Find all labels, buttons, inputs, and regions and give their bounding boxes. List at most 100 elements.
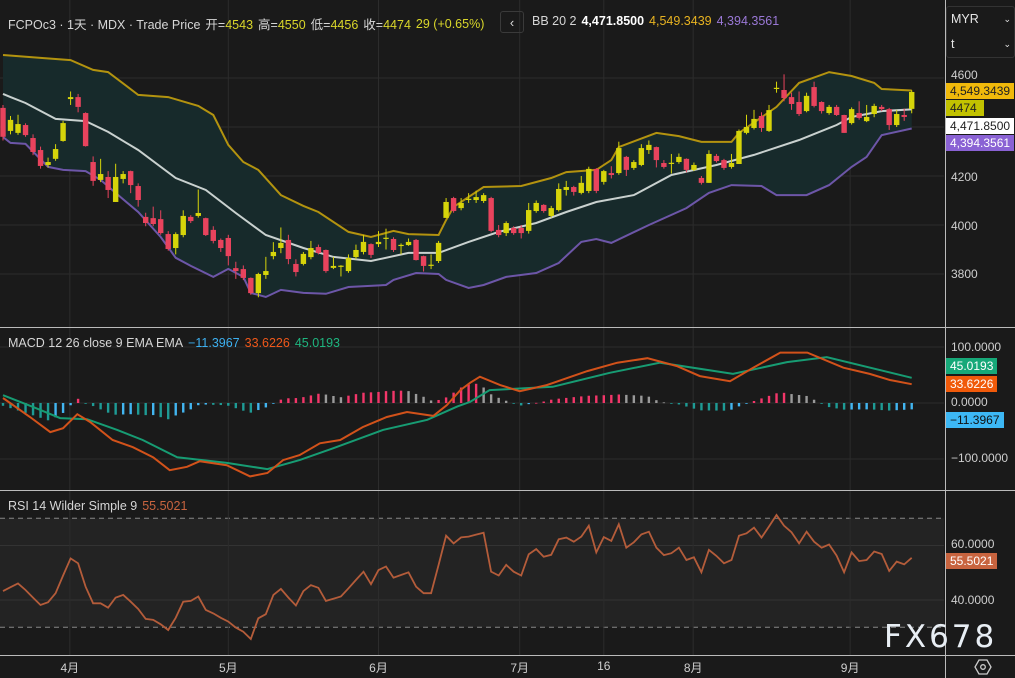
macd-histogram-bar [332, 395, 335, 403]
candle-body [526, 210, 532, 231]
chevron-down-icon: ⌄ [1003, 38, 1011, 49]
candle-body [465, 198, 472, 200]
candle-body [510, 227, 517, 234]
price-tick: 4200 [951, 170, 978, 184]
price-tick: 4600 [951, 68, 978, 82]
macd-histogram-bar [219, 403, 222, 406]
candle-body [878, 106, 885, 110]
price-tick: 4000 [951, 219, 978, 233]
candle-body [0, 107, 6, 137]
macd-histogram-bar [212, 403, 215, 405]
candle-body [353, 249, 359, 258]
macd-histogram-bar [692, 403, 696, 409]
candle-body [443, 201, 449, 218]
macd-histogram-bar [121, 403, 125, 415]
bollinger-band-fill [3, 54, 912, 298]
macd-histogram-bar [655, 400, 658, 403]
macd-histogram-bar [46, 403, 50, 421]
candle-body [548, 208, 554, 216]
macd-histogram-bar [872, 403, 876, 410]
macd-tick: 0.0000 [951, 395, 988, 409]
candle-body [368, 244, 374, 255]
hexagon-gear-icon[interactable] [974, 659, 992, 675]
macd-histogram-bar [287, 398, 290, 403]
candle-body [345, 258, 352, 272]
macd-histogram-bar [797, 395, 801, 403]
candle-body [721, 160, 727, 168]
candle-body [533, 202, 539, 212]
macd-signal-badge: 45.0193 [946, 358, 998, 374]
candle-body [841, 114, 847, 133]
macd-histogram-bar [16, 403, 20, 411]
price-legend: FCPOc3 · 1天 · MDX · Trade Price 开=4543 高… [8, 14, 484, 33]
macd-histogram-bar [820, 403, 823, 404]
macd-histogram-bar [84, 403, 87, 404]
candle-body [233, 268, 239, 272]
macd-histogram-bar [249, 403, 253, 413]
candle-body [586, 168, 592, 191]
candle-body [450, 198, 457, 212]
macd-legend: MACD 12 26 close 9 EMA EMA −11.3967 33.6… [8, 336, 340, 350]
rsi-tick: 40.0000 [951, 593, 995, 607]
macd-histogram-bar [242, 403, 245, 411]
candle-body [473, 197, 479, 201]
macd-histogram-bar [707, 403, 711, 411]
macd-histogram-bar [730, 403, 733, 410]
candle-body [413, 239, 419, 261]
candle-body [495, 229, 502, 236]
macd-histogram-bar [910, 403, 913, 410]
macd-histogram-bar [9, 403, 12, 409]
bb-upper-badge: 4,549.3439 [946, 83, 1015, 99]
macd-histogram-bar [722, 403, 726, 411]
rsi-legend: RSI 14 Wilder Simple 9 55.5021 [8, 499, 187, 513]
candle-body [90, 162, 96, 181]
macd-histogram-bar [880, 403, 883, 411]
candle-body [646, 144, 652, 151]
candle-body [698, 177, 705, 183]
candle-body [826, 106, 832, 114]
candle-body [593, 168, 599, 191]
time-label: 8月 [683, 661, 703, 675]
macd-histogram-bar [204, 403, 207, 405]
candle-body [30, 138, 36, 152]
unit-select[interactable]: t ⌄ [947, 32, 1015, 56]
macd-histogram-bar [272, 403, 275, 404]
open-value: 4543 [225, 18, 254, 32]
candle-body [736, 130, 742, 164]
macd-histogram-bar [745, 403, 748, 404]
currency-select[interactable]: MYR ⌄ [947, 7, 1015, 31]
candle-body [308, 248, 314, 258]
macd-badge: 33.6226 [946, 376, 998, 392]
macd-histogram-bar [302, 397, 305, 403]
macd-histogram-bar [114, 403, 117, 415]
macd-histogram-bar [136, 403, 140, 415]
macd-histogram-bar [715, 403, 718, 411]
macd-histogram-bar [437, 399, 440, 403]
price-tick: 3800 [951, 267, 978, 281]
macd-histogram-bar [700, 403, 703, 411]
candle-body [225, 237, 231, 257]
macd-histogram-bar [895, 403, 898, 411]
candle-body [420, 256, 427, 266]
candle-body [173, 234, 179, 249]
collapse-legend-button[interactable]: ‹ [500, 11, 524, 33]
macd-histogram-bar [392, 390, 395, 403]
candle-body [180, 215, 186, 236]
bb-upper-value: 4,549.3439 [649, 14, 712, 28]
candle-body [285, 239, 292, 260]
candle-body [601, 171, 607, 182]
candle-body [263, 271, 269, 275]
macd-histogram-bar [61, 403, 65, 413]
macd-histogram-bar [294, 398, 298, 403]
macd-histogram-bar [527, 403, 530, 405]
macd-histogram-bar [677, 403, 681, 405]
macd-histogram-bar [827, 403, 831, 408]
macd-histogram-bar [602, 395, 605, 403]
time-label: 4月 [60, 661, 80, 675]
candle-body [818, 102, 825, 112]
macd-histogram-bar [610, 394, 613, 403]
macd-tick: 100.0000 [951, 340, 1002, 354]
macd-histogram-bar [587, 395, 590, 403]
macd-histogram-bar [24, 403, 27, 413]
